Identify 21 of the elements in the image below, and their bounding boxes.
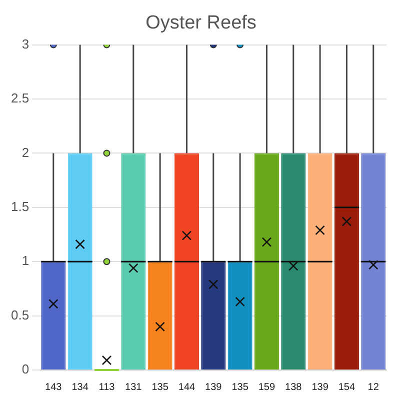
y-tick-label: 2.5 <box>10 90 30 106</box>
x-tick-label: 131 <box>125 382 142 393</box>
chart-title: Oyster Reefs <box>146 12 256 34</box>
x-tick-label: 135 <box>232 382 249 393</box>
x-tick-label: 159 <box>258 382 276 393</box>
y-tick-label: 0 <box>22 362 30 377</box>
y-tick-label: 3 <box>22 36 30 52</box>
x-tick-label: 12 <box>368 382 380 393</box>
x-tick-label: 154 <box>338 382 356 393</box>
y-tick-label: 1 <box>22 253 30 268</box>
x-tick-label: 134 <box>72 382 89 393</box>
x-tick-label: 139 <box>312 382 329 393</box>
y-tick-label: 0.5 <box>10 307 30 322</box>
x-tick-label: 144 <box>178 382 196 393</box>
y-tick-label: 2 <box>22 144 30 160</box>
y-tick-label: 1.5 <box>10 198 30 214</box>
x-tick-label: 138 <box>285 382 302 393</box>
x-tick-label: 139 <box>205 382 222 393</box>
x-tick-label: 135 <box>152 382 169 393</box>
x-tick-label: 143 <box>45 382 62 393</box>
x-tick-label: 113 <box>98 382 116 393</box>
